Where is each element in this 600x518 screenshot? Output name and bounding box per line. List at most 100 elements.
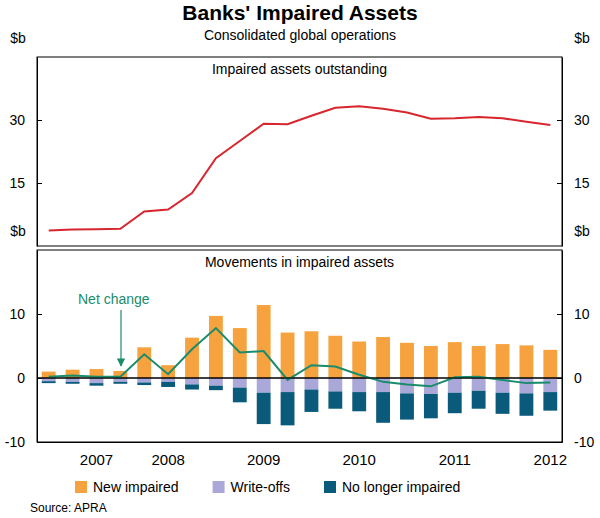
bar xyxy=(161,378,175,382)
y-tick-label: 0 xyxy=(17,370,25,386)
bar xyxy=(305,390,319,412)
x-tick: 2011 xyxy=(439,442,471,468)
legend-label: No longer impaired xyxy=(342,479,460,495)
bar xyxy=(42,381,56,383)
bar xyxy=(185,378,199,384)
bar xyxy=(543,350,557,378)
y-tick-mark xyxy=(37,120,42,121)
y-unit-right: $b xyxy=(574,30,590,46)
bar xyxy=(90,378,104,383)
y-tick-label: -10 xyxy=(574,434,594,450)
y-axis-line xyxy=(37,58,38,247)
legend-label: Write-offs xyxy=(231,479,290,495)
bar xyxy=(137,347,151,378)
bar xyxy=(281,333,295,378)
bar xyxy=(305,378,319,390)
bar xyxy=(305,331,319,378)
y-tick: 15 xyxy=(557,175,590,191)
y-axis-right: 1530 xyxy=(557,58,590,247)
y-unit-right: $b xyxy=(574,223,590,239)
legend-label: New impaired xyxy=(93,479,179,495)
plot-frame xyxy=(37,57,562,246)
bar xyxy=(281,392,295,425)
bar xyxy=(161,382,175,387)
y-axis-line xyxy=(562,251,563,443)
bar xyxy=(137,378,151,382)
bar xyxy=(400,343,414,378)
bar xyxy=(424,394,438,418)
x-tick: 2008 xyxy=(151,442,184,468)
bar xyxy=(66,382,80,384)
x-tick: 2010 xyxy=(343,442,376,468)
x-tick-label: 2007 xyxy=(80,451,113,468)
bar xyxy=(137,382,151,385)
bar xyxy=(328,336,342,378)
legend-item: New impaired xyxy=(75,479,179,495)
y-axis-left: 1530 xyxy=(9,58,42,247)
annotation-arrow xyxy=(120,310,121,366)
plot-marks xyxy=(37,305,562,425)
y-axis-line xyxy=(562,58,563,247)
bar xyxy=(472,378,486,391)
bar xyxy=(209,316,223,378)
x-tick: 2012 xyxy=(534,442,567,468)
bar xyxy=(448,342,462,378)
y-tick-mark xyxy=(557,120,562,121)
bar xyxy=(543,392,557,411)
x-tick: 2007 xyxy=(80,442,113,468)
panel-title: Impaired assets outstanding xyxy=(212,61,387,77)
legend-swatch xyxy=(324,481,336,493)
x-tick-label: 2009 xyxy=(247,451,280,468)
plot-marks xyxy=(49,106,551,230)
y-tick: 30 xyxy=(557,112,590,128)
source: Source: APRA xyxy=(30,501,107,515)
bar xyxy=(209,386,223,390)
bar xyxy=(66,378,80,382)
y-tick-label: 10 xyxy=(574,306,590,322)
y-tick: 30 xyxy=(9,112,42,128)
bar xyxy=(161,365,175,378)
bar xyxy=(66,370,80,378)
bar xyxy=(352,392,366,411)
bar xyxy=(328,378,342,391)
chart: Banks' Impaired Assets Consolidated globa… xyxy=(0,0,600,518)
y-tick-mark xyxy=(37,183,42,184)
title: Banks' Impaired Assets xyxy=(182,1,417,24)
bar-series xyxy=(42,305,557,378)
series-label: Net change xyxy=(78,291,150,307)
y-tick-label: 15 xyxy=(574,175,590,191)
x-tick-label: 2008 xyxy=(151,451,184,468)
bar xyxy=(352,378,366,392)
y-tick: 10 xyxy=(9,306,42,322)
bar xyxy=(328,391,342,408)
y-tick-label: 10 xyxy=(9,306,25,322)
bar xyxy=(209,378,223,386)
bar xyxy=(496,344,510,378)
bar xyxy=(185,384,199,389)
subtitle: Consolidated global operations xyxy=(204,27,396,43)
bar-series xyxy=(42,381,557,425)
bar xyxy=(257,393,271,424)
y-tick-label: -10 xyxy=(5,434,25,450)
bar xyxy=(257,378,271,393)
x-axis-line xyxy=(38,442,563,443)
y-unit-left: $b xyxy=(10,223,26,239)
y-tick-mark xyxy=(557,183,562,184)
legend-swatch xyxy=(213,481,225,493)
legend-swatch xyxy=(75,481,87,493)
y-tick-mark xyxy=(557,314,562,315)
x-tick-label: 2011 xyxy=(439,451,471,468)
y-tick: 10 xyxy=(557,306,590,322)
bar xyxy=(519,345,533,378)
bar xyxy=(90,383,104,386)
bar xyxy=(472,391,486,409)
y-axis-line xyxy=(37,251,38,443)
y-axis-right: -10 0 10 xyxy=(557,251,594,450)
bar xyxy=(257,305,271,378)
x-axis: 2007 2008 2009 2010 2011 2012 xyxy=(38,442,567,468)
y-tick-label: 0 xyxy=(574,370,582,386)
bar xyxy=(233,378,247,388)
bar xyxy=(448,393,462,413)
bar xyxy=(233,388,247,403)
x-tick-label: 2010 xyxy=(343,451,376,468)
